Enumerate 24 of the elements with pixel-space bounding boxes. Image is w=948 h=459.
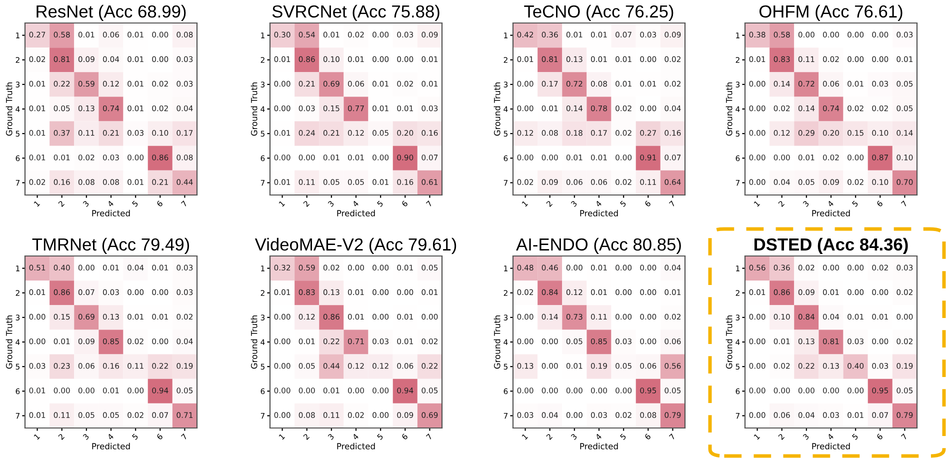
y-axis-title: Ground Truth <box>6 82 12 136</box>
y-axis-title: Ground Truth <box>250 82 258 136</box>
chart-title: OHFM (Acc 76.61) <box>759 4 902 22</box>
y-axis-title: Ground Truth <box>726 82 732 136</box>
x-axis-title: Predicted <box>812 210 850 216</box>
y-axis-title: Ground Truth <box>250 316 258 369</box>
x-axis-title: Predicted <box>812 442 850 450</box>
y-axis-title: Ground Truth <box>494 316 500 369</box>
y-axis-title: Ground Truth <box>726 316 732 369</box>
x-axis-title: Predicted <box>92 442 130 450</box>
x-axis-title: Predicted <box>580 442 618 450</box>
chart-title: TeCNO (Acc 76.25) <box>524 4 674 22</box>
chart-title: AI-ENDO (Acc 80.85) <box>516 238 681 254</box>
chart-title: TMRNet (Acc 79.49) <box>32 238 190 254</box>
x-axis-title: Predicted <box>580 210 618 216</box>
chart-title: SVRCNet (Acc 75.88) <box>272 4 440 22</box>
chart-title: ResNet (Acc 68.99) <box>36 4 186 22</box>
y-axis-title: Ground Truth <box>6 316 12 369</box>
chart-title: DSTED (Acc 84.36) <box>754 238 908 254</box>
y-axis-title: Ground Truth <box>494 82 500 136</box>
x-axis-title: Predicted <box>92 210 130 216</box>
chart-title: VideoMAE-V2 (Acc 79.61) <box>254 238 456 254</box>
x-axis-title: Predicted <box>337 442 375 450</box>
x-axis-title: Predicted <box>337 210 375 216</box>
